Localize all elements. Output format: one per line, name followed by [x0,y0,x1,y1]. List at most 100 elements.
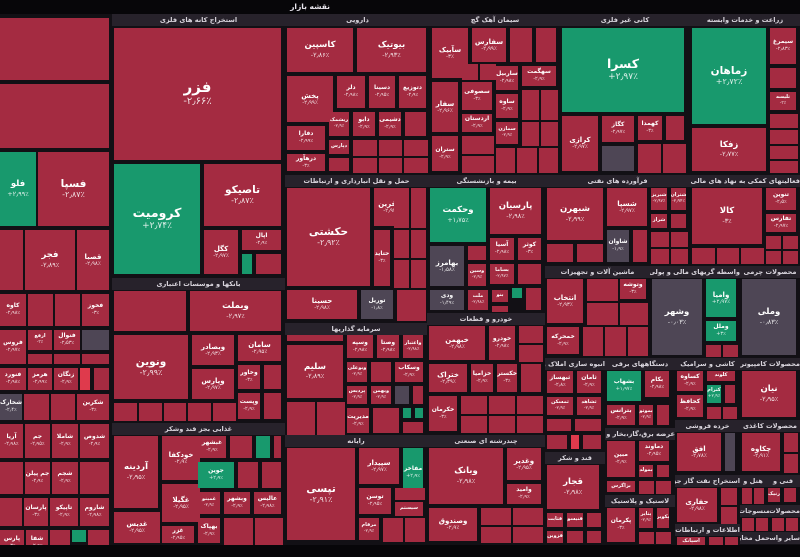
stock-tile-دسینا[interactable]: دسینا -۲٫۹۵٪ [369,76,395,108]
stock-tile-کاسپین[interactable]: کاسپین -۲٫۸۶٪ [287,28,353,72]
stock-tile[interactable] [114,291,186,331]
stock-tile-شراز[interactable]: شراز [651,214,667,228]
stock-tile[interactable] [82,330,109,350]
stock-tile-سیمرغ[interactable]: سیمرغ -۲٫۸۳٪ [770,28,796,64]
stock-tile[interactable] [786,518,798,531]
stock-tile[interactable] [378,140,403,156]
stock-tile[interactable] [772,518,784,531]
stock-tile[interactable] [512,288,522,298]
stock-tile-قزوین[interactable]: قزوین [547,531,563,543]
stock-tile[interactable] [725,433,735,471]
stock-tile-خمحرکه[interactable]: خمحرکه -۲٫۹٪ [547,327,579,354]
stock-tile[interactable] [547,244,573,262]
stock-tile[interactable] [329,158,349,171]
stock-tile-مرقام[interactable]: مرقام -۲٫۹٪ [359,518,379,540]
stock-tile-سفارس[interactable]: سفارس -۲٫۹۹٪ [472,28,506,62]
stock-tile-ساربیل[interactable]: ساربیل -۲٫۹۸٪ [496,66,518,90]
stock-tile[interactable] [541,90,558,120]
stock-tile-ملت[interactable]: ملت -۲٫۹۸٪ [468,290,488,310]
stock-tile-قجار[interactable]: قجار -۲٫۹۸٪ [547,465,599,509]
stock-tile-کرازی[interactable]: کرازی -۲٫۹۷٪ [562,116,598,171]
stock-tile-تنوین[interactable]: تنوین -۲٫۵٪ [766,188,796,210]
stock-tile-سمازن[interactable]: سمازن -۲٫۹٪ [496,122,518,144]
stock-tile[interactable] [51,394,75,420]
stock-tile[interactable] [657,465,669,477]
stock-tile[interactable] [114,403,137,421]
stock-tile-خبهمن[interactable]: خبهمن -۲٫۹۸٪ [429,326,485,360]
stock-tile[interactable] [541,122,558,146]
stock-tile-شکرین[interactable]: شکرین -۳٪ [77,394,109,420]
stock-tile-فلو[interactable]: فلو +۲٫۹۹٪ [0,152,36,226]
stock-tile[interactable] [394,260,409,288]
stock-tile[interactable] [521,364,541,392]
stock-tile-بهامرز[interactable]: بهامرز -۱٫۵۸٪ [430,246,464,286]
stock-tile[interactable] [317,402,345,435]
stock-tile-حسینا[interactable]: حسینا -۲٫۹۸٪ [287,290,357,319]
stock-tile[interactable] [404,157,428,173]
stock-tile-کترام[interactable]: کترام +۲٫۹٪ [707,385,721,403]
stock-tile[interactable] [371,362,391,382]
stock-tile-پارسان[interactable]: پارسان -۳٪ [24,498,48,526]
stock-tile[interactable] [238,462,258,488]
stock-tile[interactable] [510,28,532,62]
stock-tile-بمولد[interactable]: بمولد [639,465,653,477]
stock-tile-وخاور[interactable]: وخاور -۳٪ [238,365,260,389]
stock-tile[interactable] [522,122,539,146]
stock-tile[interactable] [770,130,798,144]
stock-tile-بزاگرس[interactable]: بزاگرس [607,481,635,492]
stock-tile[interactable] [415,408,423,418]
stock-tile-کالا[interactable]: کالا -۳٪ [692,188,762,244]
stock-tile-تاصیکو[interactable]: تاصیکو -۲٫۸۷٪ [204,164,281,226]
stock-tile[interactable] [353,140,377,156]
stock-tile-سیستم[interactable]: سیستم [395,502,423,516]
stock-tile-وبوعلی[interactable]: وبوعلی -۲٫۹٪ [347,362,367,382]
stock-tile[interactable] [411,230,426,258]
stock-tile-سپیدار[interactable]: سپیدار -۲٫۹۷٪ [359,448,399,484]
stock-tile[interactable] [723,345,738,357]
stock-tile-شاروم[interactable]: شاروم -۲٫۹۸٪ [80,498,109,526]
stock-tile-فروس[interactable]: فروس -۲٫۹۷٪ [0,330,26,364]
stock-tile-غگیلا[interactable]: غگیلا -۲٫۹۵٪ [162,484,200,522]
stock-tile[interactable] [264,365,281,389]
stock-tile[interactable] [670,232,688,247]
stock-tile[interactable] [462,64,478,80]
stock-tile[interactable] [383,518,403,542]
stock-tile-قثابت[interactable]: قثابت [547,513,563,527]
stock-tile-آردینه[interactable]: آردینه -۲٫۹۵٪ [114,436,158,508]
stock-tile-فسپا[interactable]: فسپا -۲٫۸۷٪ [38,152,109,226]
stock-tile-واعتبار[interactable]: واعتبار -۲٫۹۸٪ [403,335,423,358]
stock-tile[interactable] [783,236,798,249]
stock-tile-ستران[interactable]: ستران -۲٫۹٪ [432,136,458,171]
stock-tile[interactable] [163,403,187,421]
stock-tile-وشهر[interactable]: وشهر -۰٫۰۳٪ [652,279,702,355]
stock-tile-وبصادر[interactable]: وبصادر -۲٫۹۳٪ [192,335,234,365]
stock-tile[interactable] [54,354,80,364]
stock-tile-سهگمت[interactable]: سهگمت -۲٫۹٪ [522,66,556,86]
stock-tile[interactable] [657,405,669,425]
stock-tile-بیوتیک[interactable]: بیوتیک -۲٫۹۳٪ [357,28,426,72]
stock-tile[interactable] [547,419,571,431]
stock-tile-غزر[interactable]: غزر -۲٫۹۵٪ [162,526,194,543]
stock-tile-بترانس[interactable]: بترانس -۲٫۹٪ [607,405,635,425]
stock-tile[interactable] [82,354,109,364]
stock-tile-وبهمن[interactable]: وبهمن -۲٫۹٪ [371,386,391,404]
stock-tile-درهآور[interactable]: درهآور -۳٪ [287,154,325,171]
stock-tile-دلر[interactable]: دلر -۲٫۹۸٪ [337,76,365,108]
stock-tile[interactable] [94,368,109,390]
stock-tile-غبشهر[interactable]: غبشهر -۲٫۹٪ [198,436,226,458]
stock-tile[interactable] [766,251,781,264]
stock-tile-شخارک[interactable]: شخارک -۲٫۴٪ [0,394,22,420]
stock-tile-قصبا[interactable]: قصبا -۲٫۹۸٪ [77,230,109,290]
stock-tile[interactable] [770,114,798,128]
stock-tile-فخوز[interactable]: فخوز -۳٪ [82,294,109,326]
stock-tile-ارفع[interactable]: ارفع -۳٪ [28,330,52,350]
stock-tile-خودکفا[interactable]: خودکفا -۲٫۹٪ [162,436,200,480]
stock-tile[interactable] [224,518,253,545]
stock-tile-دشیمی[interactable]: دشیمی -۲٫۹٪ [379,112,401,136]
stock-tile[interactable] [538,148,558,173]
stock-tile[interactable] [670,249,688,264]
stock-tile-شدوص[interactable]: شدوص -۲٫۹٪ [80,424,109,458]
stock-tile[interactable] [716,248,740,264]
stock-tile[interactable] [583,435,601,449]
stock-tile-فنورد[interactable]: فنورد -۲٫۹۸٪ [0,368,26,390]
